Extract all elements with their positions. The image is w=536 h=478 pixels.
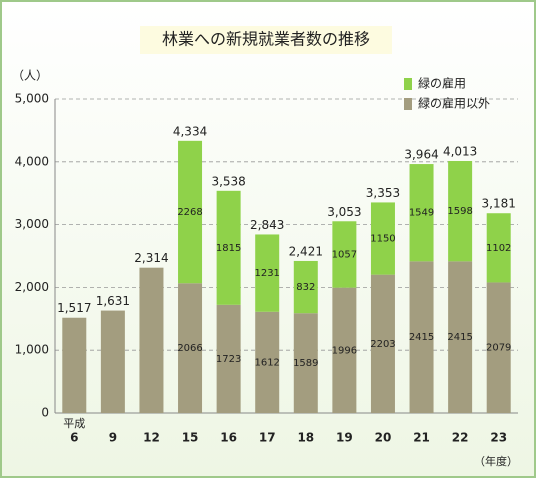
bar-segment <box>62 317 87 413</box>
y-tick-label: 0 <box>41 406 49 420</box>
segment-label: 1598 <box>447 206 472 217</box>
total-label: 4,334 <box>173 124 207 138</box>
bar-segment <box>255 234 280 312</box>
bar-segment <box>216 190 241 305</box>
bar-segment <box>486 213 511 283</box>
bar-segment <box>370 274 395 413</box>
x-tick-label: 20 <box>375 431 392 445</box>
segment-label: 1549 <box>409 208 434 219</box>
segment-label: 1723 <box>216 354 241 365</box>
total-label: 4,013 <box>443 144 477 158</box>
total-label: 3,538 <box>211 174 245 188</box>
x-unit: （年度） <box>474 454 518 468</box>
segment-label: 1150 <box>370 234 395 245</box>
x-tick-label: 19 <box>336 431 353 445</box>
bar-segment <box>255 311 280 413</box>
segment-label: 1102 <box>486 243 511 254</box>
bar-segment <box>139 267 164 413</box>
bar-segment <box>409 164 434 262</box>
bar-segment <box>293 313 318 413</box>
y-tick-label: 1,000 <box>15 343 49 357</box>
y-tick-label: 5,000 <box>15 92 49 106</box>
total-label: 3,353 <box>366 186 400 200</box>
bar-segment <box>448 261 473 413</box>
bar-segment <box>100 310 125 413</box>
segment-label: 1815 <box>216 243 241 254</box>
segment-label: 1231 <box>254 268 279 279</box>
y-tick-label: 2,000 <box>15 280 49 294</box>
segment-label: 1996 <box>332 345 357 356</box>
segment-label: 2415 <box>447 332 472 343</box>
x-tick-label: 15 <box>182 431 199 445</box>
total-label: 3,964 <box>404 148 438 162</box>
legend-label: 緑の雇用以外 <box>418 96 490 111</box>
bar-segment <box>216 304 241 413</box>
segment-label: 2415 <box>409 332 434 343</box>
bar-segment <box>178 140 203 284</box>
x-tick-label: 21 <box>413 431 430 445</box>
bar-segment <box>178 283 203 413</box>
total-label: 1,517 <box>57 301 91 315</box>
legend-label: 緑の雇用 <box>418 76 466 91</box>
x-tick-label: 17 <box>259 431 276 445</box>
x-prefix: 平成 <box>63 417 85 430</box>
segment-label: 2268 <box>177 207 202 218</box>
y-unit: （人） <box>12 69 48 83</box>
x-tick-label: 16 <box>220 431 237 445</box>
total-label: 1,631 <box>96 294 130 308</box>
bar-segment <box>332 287 357 413</box>
y-tick-label: 4,000 <box>15 154 49 168</box>
x-tick-label: 18 <box>297 431 314 445</box>
chart-title: 林業への新規就業者数の推移 <box>162 30 370 49</box>
segment-label: 1589 <box>293 358 318 369</box>
bar-segment <box>486 282 511 413</box>
total-label: 2,843 <box>250 218 284 232</box>
bar-segment <box>409 261 434 413</box>
segment-label: 1612 <box>254 357 279 368</box>
x-tick-label: 12 <box>143 431 160 445</box>
x-tick-label: 9 <box>109 431 117 445</box>
bar-segment <box>293 260 318 314</box>
total-label: 2,421 <box>289 244 323 258</box>
total-label: 2,314 <box>134 251 168 265</box>
title-box <box>140 26 392 54</box>
segment-label: 2066 <box>177 343 202 354</box>
bar-segment <box>370 202 395 275</box>
x-tick-label: 6 <box>70 431 78 445</box>
total-label: 3,181 <box>482 197 516 211</box>
y-tick-label: 3,000 <box>15 217 49 231</box>
x-tick-label: 23 <box>490 431 507 445</box>
legend-swatch <box>404 98 412 110</box>
segment-label: 1057 <box>332 249 357 260</box>
total-label: 3,053 <box>327 205 361 219</box>
segment-label: 832 <box>296 282 315 293</box>
bar-segment <box>332 221 357 288</box>
bar-segment <box>448 160 473 262</box>
segment-label: 2079 <box>486 343 511 354</box>
segment-label: 2203 <box>370 339 395 350</box>
x-tick-label: 22 <box>452 431 469 445</box>
legend-swatch <box>404 78 412 90</box>
